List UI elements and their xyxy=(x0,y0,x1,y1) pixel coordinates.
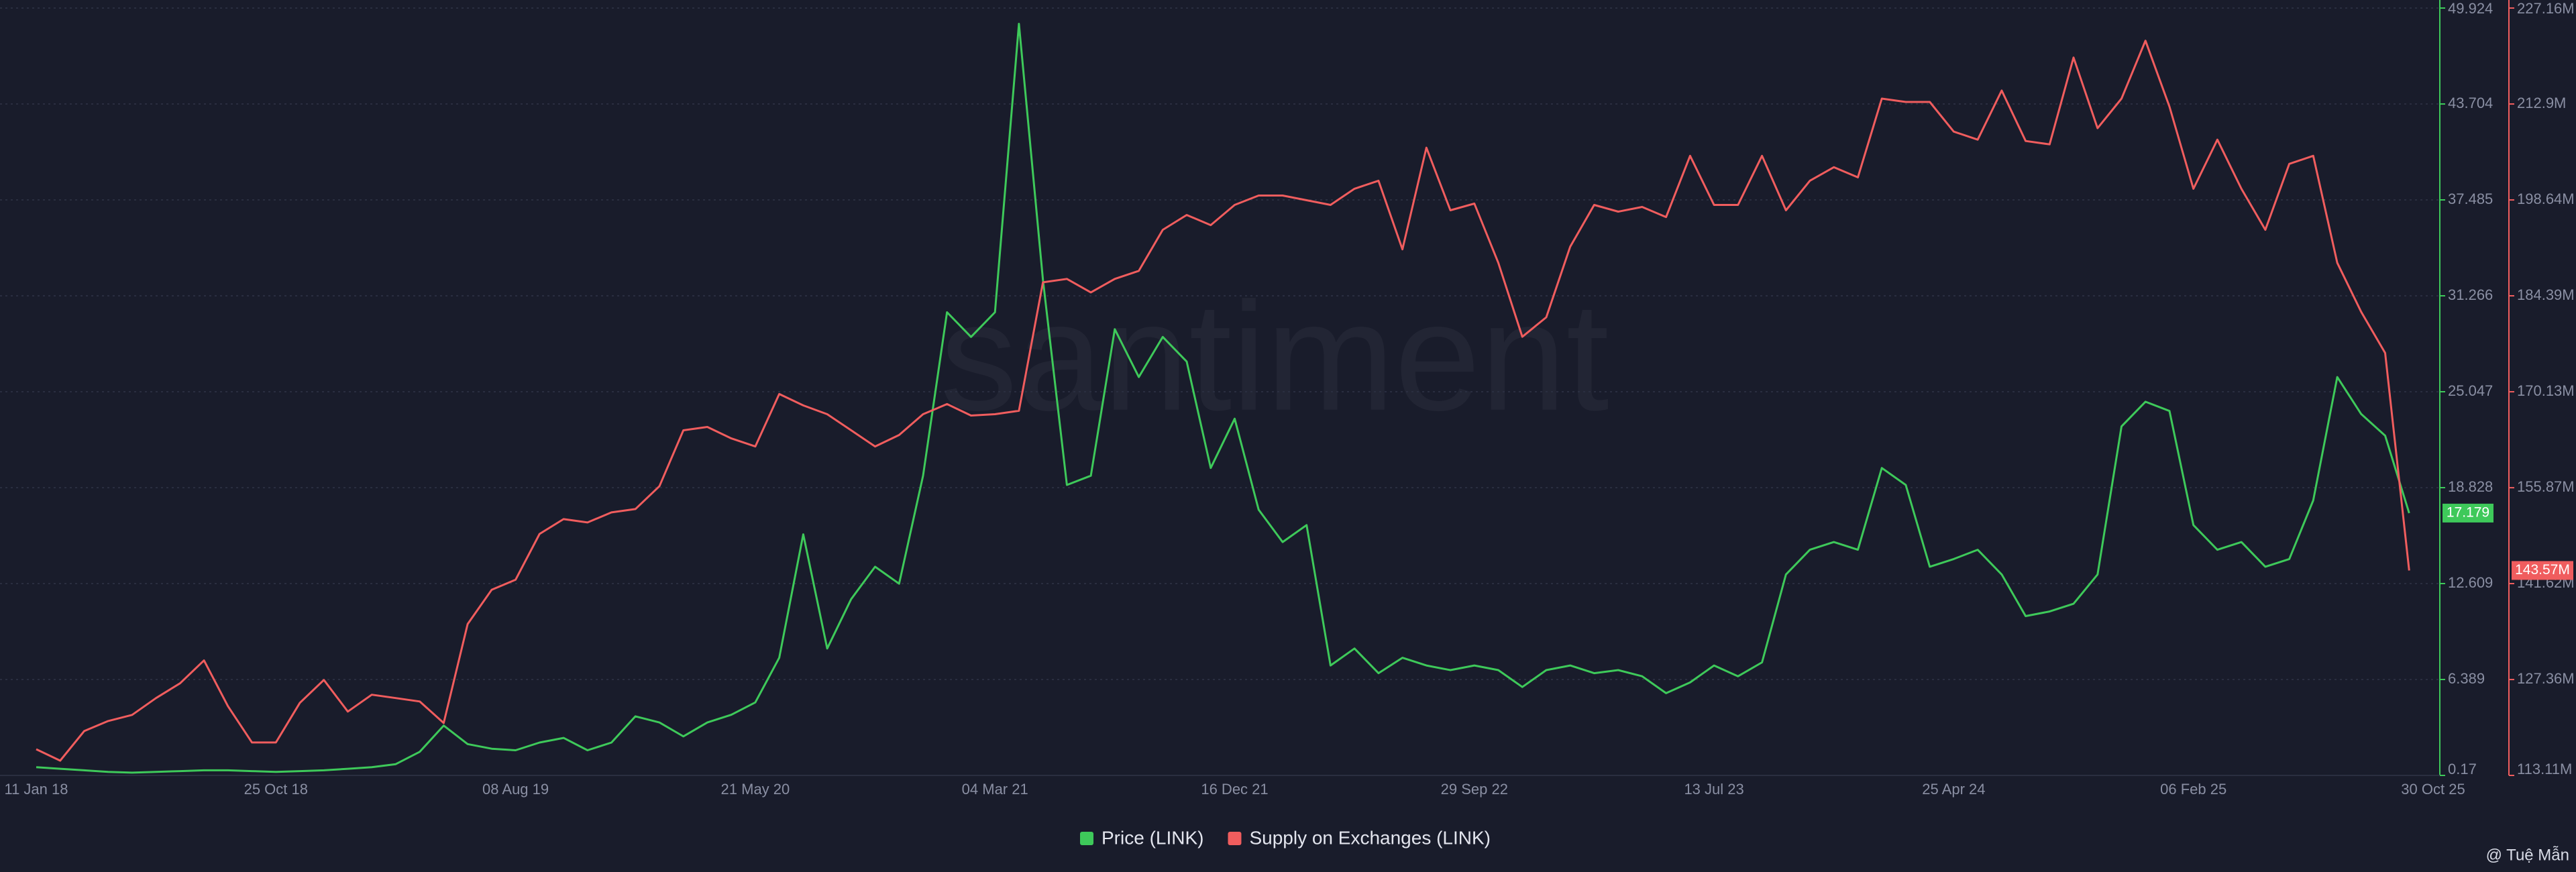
x-tick-label: 30 Oct 25 xyxy=(2401,781,2465,798)
x-tick-label: 06 Feb 25 xyxy=(2160,781,2226,798)
last-value-label: 143.57M xyxy=(2515,562,2570,578)
y2-tick-label: 227.16M xyxy=(2517,0,2575,17)
y2-tick-label: 155.87M xyxy=(2517,478,2575,495)
legend-swatch xyxy=(1080,832,1093,845)
y-tick-label: 49.924 xyxy=(2448,0,2493,17)
y-tick-label: 18.828 xyxy=(2448,478,2493,495)
legend-swatch xyxy=(1228,832,1242,845)
last-value-badge xyxy=(2443,503,2493,523)
y-tick-label: 12.609 xyxy=(2448,574,2493,591)
x-tick-label: 25 Oct 18 xyxy=(244,781,308,798)
y2-tick-label: 184.39M xyxy=(2517,286,2575,303)
x-tick-label: 13 Jul 23 xyxy=(1684,781,1743,798)
legend-label: Price (LINK) xyxy=(1102,827,1203,848)
credit: @ Tuệ Mẫn xyxy=(2486,846,2569,864)
x-tick-label: 21 May 20 xyxy=(721,781,790,798)
y-tick-label: 43.704 xyxy=(2448,95,2493,111)
x-tick-label: 25 Apr 24 xyxy=(1922,781,1985,798)
x-tick-label: 29 Sep 22 xyxy=(1441,781,1508,798)
x-tick-label: 04 Mar 21 xyxy=(962,781,1028,798)
last-value-label: 17.179 xyxy=(2447,504,2489,520)
y2-tick-label: 113.11M xyxy=(2517,761,2572,777)
x-tick-label: 08 Aug 19 xyxy=(482,781,549,798)
series-line xyxy=(36,40,2410,762)
y-tick-label: 37.485 xyxy=(2448,190,2493,207)
x-tick-label: 11 Jan 18 xyxy=(4,781,68,798)
y2-tick-label: 212.9M xyxy=(2517,95,2566,111)
last-value-badge xyxy=(2512,561,2573,580)
series-line xyxy=(36,23,2410,774)
legend-label: Supply on Exchanges (LINK) xyxy=(1249,827,1491,848)
x-tick-label: 16 Dec 21 xyxy=(1201,781,1268,798)
y2-tick-label: 198.64M xyxy=(2517,190,2575,207)
y2-tick-label: 127.36M xyxy=(2517,670,2575,687)
y-tick-label: 31.266 xyxy=(2448,286,2493,303)
y2-tick-label: 170.13M xyxy=(2517,382,2575,399)
y-tick-label: 6.389 xyxy=(2448,670,2485,687)
y-tick-label: 0.17 xyxy=(2448,761,2477,777)
y-tick-label: 25.047 xyxy=(2448,382,2493,399)
